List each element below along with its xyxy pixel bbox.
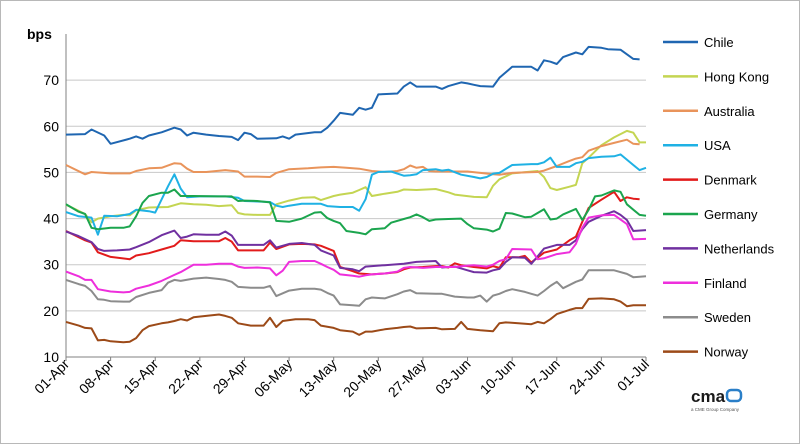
x-tick-label: 17-Jun bbox=[521, 356, 563, 398]
y-tick-label: 50 bbox=[43, 164, 59, 180]
series-line-denmark bbox=[65, 190, 640, 276]
x-tick-label: 15-Apr bbox=[120, 356, 161, 397]
y-tick-label: 40 bbox=[43, 211, 59, 227]
legend-label: Denmark bbox=[704, 173, 757, 188]
series-line-germany bbox=[65, 188, 647, 236]
series-line-hong-kong bbox=[65, 129, 646, 224]
axis-layer bbox=[65, 34, 647, 361]
series-line-sweden bbox=[65, 269, 647, 307]
logo-tagline: a CME Group Company bbox=[691, 407, 740, 412]
legend-label: Australia bbox=[704, 104, 755, 119]
grid-layer bbox=[66, 79, 646, 312]
legend-label: USA bbox=[704, 138, 731, 153]
x-tick-label: 03-Jun bbox=[432, 356, 474, 398]
legend-label: Sweden bbox=[704, 310, 751, 325]
legend-label: Finland bbox=[704, 276, 747, 291]
y-tick-label: 30 bbox=[43, 257, 59, 273]
legend-label: Hong Kong bbox=[704, 69, 769, 84]
x-tick-labels: 01-Apr 08-Apr 15-Apr 22-Apr 29-Apr 06-May 13-M… bbox=[31, 356, 652, 401]
series-line-chile bbox=[65, 45, 640, 145]
y-axis-label: bps bbox=[27, 26, 52, 42]
legend: Chile Hong Kong Australia USA Denmark Germany… bbox=[663, 35, 775, 360]
cma-logo: cma a CME Group Company bbox=[691, 387, 743, 412]
x-tick-label: 01-Jul bbox=[614, 356, 652, 394]
y-tick-label: 70 bbox=[43, 72, 59, 88]
x-tick-label: 10-Jun bbox=[477, 356, 519, 398]
series-line-norway bbox=[65, 297, 646, 344]
y-tick-label: 20 bbox=[43, 303, 59, 319]
legend-label: Netherlands bbox=[704, 241, 775, 256]
x-tick-label: 06-May bbox=[251, 356, 295, 400]
series-line-usa bbox=[65, 153, 647, 236]
logo-mark-icon bbox=[725, 388, 743, 403]
x-tick-label: 22-Apr bbox=[165, 356, 206, 397]
series-line-netherlands bbox=[65, 210, 647, 274]
logo-text: cma bbox=[691, 387, 726, 406]
series-layer bbox=[65, 45, 647, 344]
x-tick-label: 20-May bbox=[340, 356, 384, 400]
x-tick-label: 27-May bbox=[385, 356, 429, 400]
x-tick-label: 24-Jun bbox=[566, 356, 608, 398]
x-tick-label: 08-Apr bbox=[76, 356, 117, 397]
y-tick-labels: 10 20 30 40 50 60 70 bbox=[43, 72, 59, 365]
legend-label: Chile bbox=[704, 35, 734, 50]
series-line-australia bbox=[65, 138, 640, 178]
legend-label: Norway bbox=[704, 345, 749, 360]
x-tick-label: 29-Apr bbox=[210, 356, 251, 397]
legend-label: Germany bbox=[704, 207, 758, 222]
y-tick-label: 60 bbox=[43, 118, 59, 134]
x-tick-label: 13-May bbox=[295, 356, 339, 400]
y-tick-label: 10 bbox=[43, 349, 59, 365]
series-line-finland bbox=[65, 213, 647, 294]
